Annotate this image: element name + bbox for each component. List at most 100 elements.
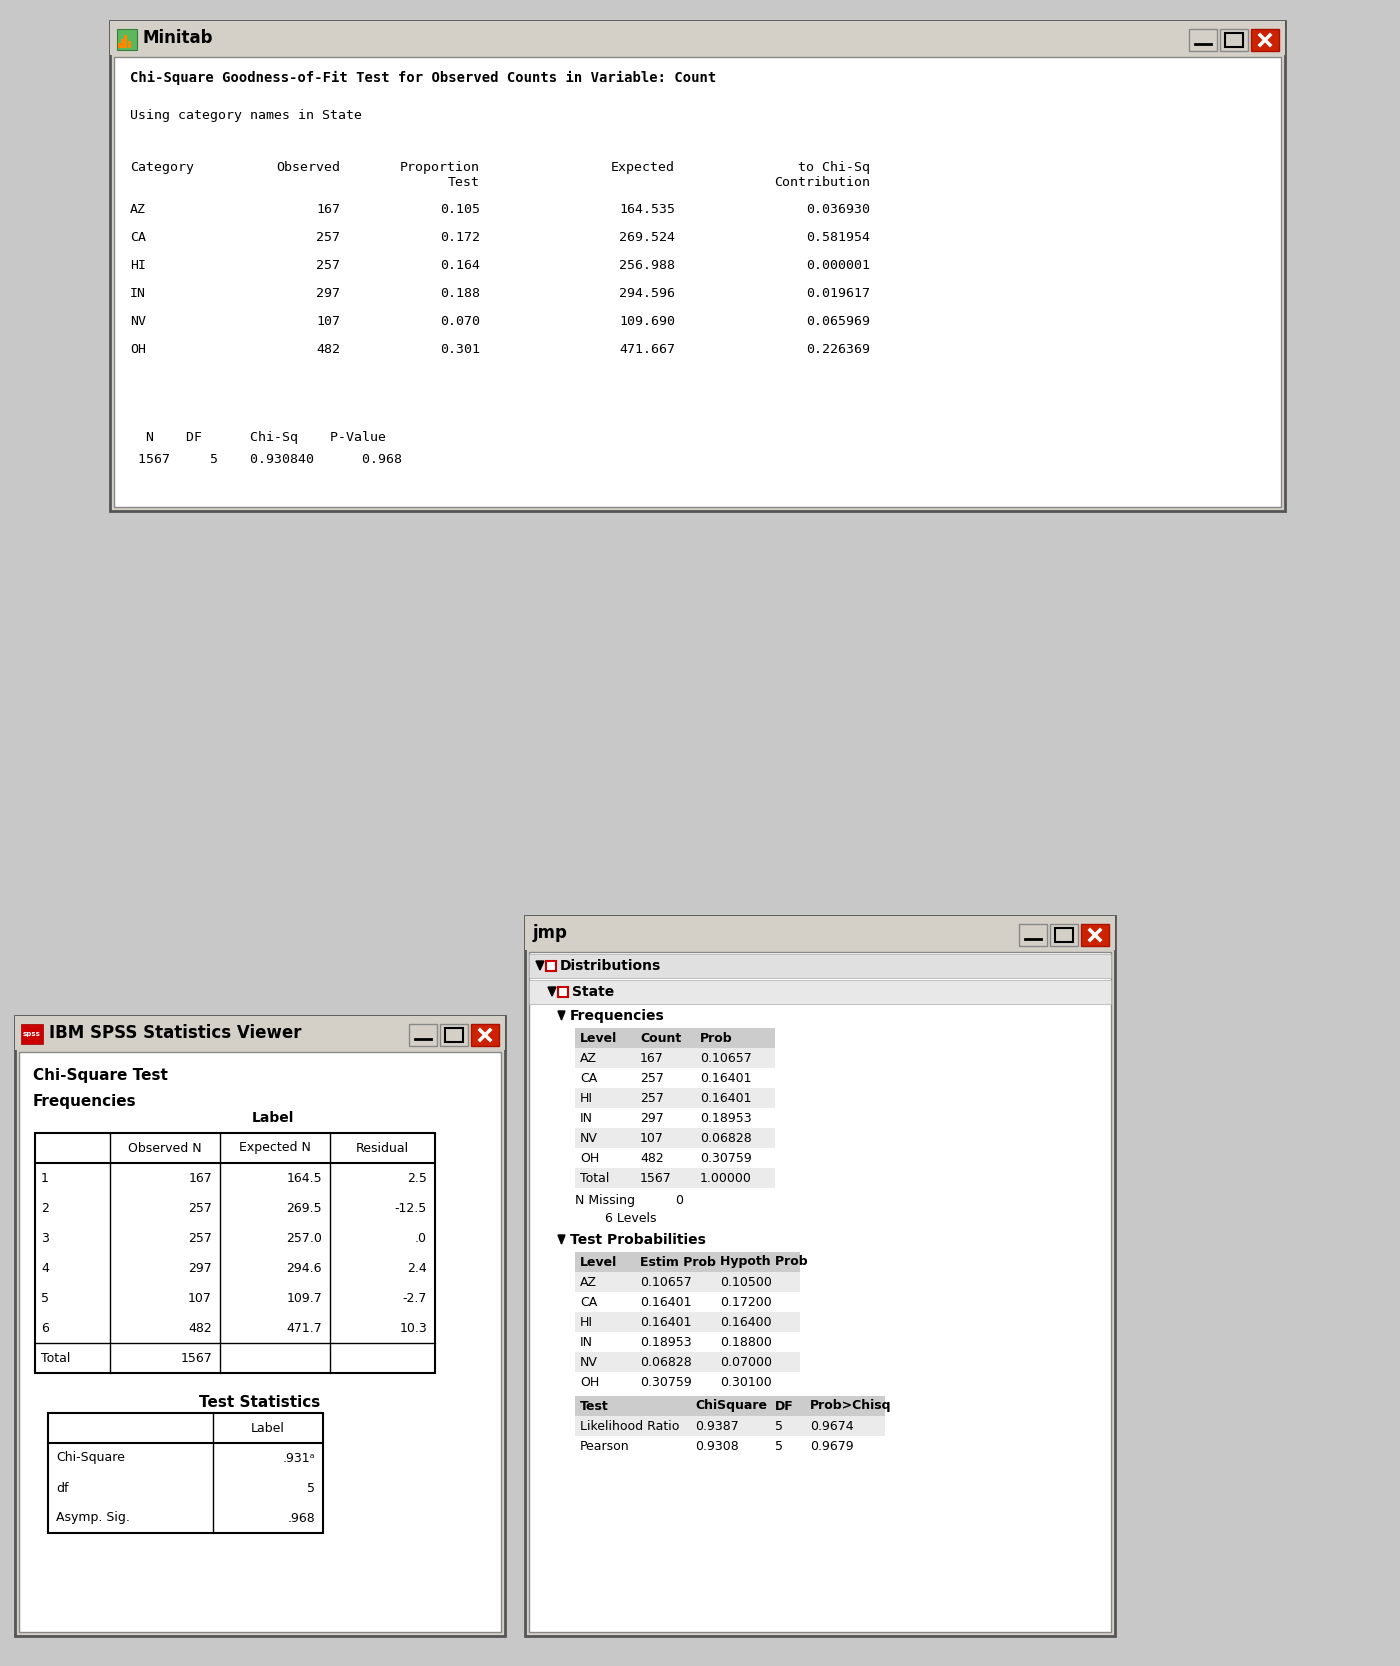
Text: Proportion: Proportion: [400, 162, 480, 173]
Text: 0.000001: 0.000001: [806, 258, 869, 272]
Bar: [575, 1088, 776, 1108]
Text: 0.9308: 0.9308: [694, 1439, 739, 1453]
Polygon shape: [559, 1235, 566, 1245]
Bar: [575, 1128, 776, 1148]
Text: 167: 167: [640, 1051, 664, 1065]
Text: 109.7: 109.7: [286, 1291, 322, 1304]
Text: DF: DF: [776, 1399, 794, 1413]
Text: 471.667: 471.667: [619, 343, 675, 357]
Text: 297: 297: [188, 1261, 211, 1274]
Text: 482: 482: [316, 343, 340, 357]
Bar: [575, 1416, 885, 1436]
Text: Category: Category: [130, 162, 195, 173]
Text: AZ: AZ: [580, 1051, 596, 1065]
Text: 1567: 1567: [640, 1171, 672, 1185]
Text: 0.30759: 0.30759: [640, 1376, 692, 1388]
Text: 2.4: 2.4: [407, 1261, 427, 1274]
Text: OH: OH: [130, 343, 146, 357]
Text: Expected: Expected: [610, 162, 675, 173]
Text: 482: 482: [188, 1321, 211, 1334]
Text: 3: 3: [41, 1231, 49, 1245]
Text: Likelihood Ratio: Likelihood Ratio: [580, 1419, 679, 1433]
Text: 5: 5: [41, 1291, 49, 1304]
Text: N    DF      Chi-Sq    P-Value: N DF Chi-Sq P-Value: [130, 431, 386, 445]
Text: Distributions: Distributions: [560, 960, 661, 973]
Text: 0.019617: 0.019617: [806, 287, 869, 300]
Text: 4: 4: [41, 1261, 49, 1274]
Text: .0: .0: [414, 1231, 427, 1245]
Bar: [575, 1436, 885, 1456]
Text: HI: HI: [580, 1316, 594, 1328]
Bar: [529, 980, 1112, 1005]
Bar: [1019, 925, 1047, 946]
Text: 0.16401: 0.16401: [640, 1316, 692, 1328]
Text: Count: Count: [640, 1031, 682, 1045]
Text: Prob>Chisq: Prob>Chisq: [811, 1399, 892, 1413]
Text: Pearson: Pearson: [580, 1439, 630, 1453]
Text: 257: 257: [188, 1201, 211, 1215]
Text: AZ: AZ: [130, 203, 146, 217]
Text: 0.30100: 0.30100: [720, 1376, 771, 1388]
Bar: [15, 1016, 505, 1636]
Text: 0.16401: 0.16401: [640, 1296, 692, 1308]
Text: 257: 257: [316, 258, 340, 272]
Text: NV: NV: [580, 1131, 598, 1145]
Bar: [118, 28, 137, 50]
Text: 297: 297: [640, 1111, 664, 1125]
Polygon shape: [559, 1011, 566, 1020]
Text: 6 Levels: 6 Levels: [605, 1211, 657, 1225]
Polygon shape: [547, 986, 556, 996]
Text: 2.5: 2.5: [407, 1171, 427, 1185]
Text: .931ᵃ: .931ᵃ: [283, 1451, 315, 1464]
Text: Chi-Square Test: Chi-Square Test: [34, 1068, 168, 1083]
Text: 2: 2: [41, 1201, 49, 1215]
Text: 0.188: 0.188: [440, 287, 480, 300]
Text: OH: OH: [580, 1376, 599, 1388]
Text: Level: Level: [580, 1031, 617, 1045]
Text: AZ: AZ: [580, 1276, 596, 1288]
Text: Contribution: Contribution: [774, 177, 869, 188]
Text: 0.070: 0.070: [440, 315, 480, 328]
Text: 257: 257: [316, 232, 340, 243]
Bar: [111, 22, 1285, 55]
Text: Total: Total: [41, 1351, 70, 1364]
Text: 471.7: 471.7: [286, 1321, 322, 1334]
Bar: [575, 1108, 776, 1128]
Bar: [525, 916, 1114, 1636]
Text: CA: CA: [580, 1071, 598, 1085]
Text: Total: Total: [580, 1171, 609, 1185]
Text: 0.10657: 0.10657: [640, 1276, 692, 1288]
Text: 6: 6: [41, 1321, 49, 1334]
Text: 0.226369: 0.226369: [806, 343, 869, 357]
Bar: [575, 1168, 776, 1188]
Text: Test: Test: [448, 177, 480, 188]
Text: 256.988: 256.988: [619, 258, 675, 272]
Text: 0.06828: 0.06828: [640, 1356, 692, 1368]
Bar: [21, 1025, 43, 1045]
Text: 1.00000: 1.00000: [700, 1171, 752, 1185]
Text: 0.18953: 0.18953: [640, 1336, 692, 1348]
Text: NV: NV: [580, 1356, 598, 1368]
Text: Expected N: Expected N: [239, 1141, 311, 1155]
Text: Label: Label: [251, 1421, 286, 1434]
Text: 0.164: 0.164: [440, 258, 480, 272]
Text: 257: 257: [640, 1071, 664, 1085]
Text: Minitab: Minitab: [141, 28, 213, 47]
Bar: [575, 1028, 776, 1048]
Text: Estim Prob: Estim Prob: [640, 1256, 715, 1268]
Bar: [575, 1273, 799, 1293]
Text: 294.6: 294.6: [287, 1261, 322, 1274]
Text: Test Probabilities: Test Probabilities: [570, 1233, 706, 1246]
Text: 0.16401: 0.16401: [700, 1071, 752, 1085]
Text: 167: 167: [188, 1171, 211, 1185]
Text: -2.7: -2.7: [403, 1291, 427, 1304]
Text: 269.524: 269.524: [619, 232, 675, 243]
Bar: [575, 1333, 799, 1353]
Bar: [48, 1413, 323, 1533]
Bar: [525, 916, 1114, 950]
Text: HI: HI: [130, 258, 146, 272]
Text: 0.105: 0.105: [440, 203, 480, 217]
Text: 257: 257: [640, 1091, 664, 1105]
Text: 294.596: 294.596: [619, 287, 675, 300]
Text: IN: IN: [130, 287, 146, 300]
